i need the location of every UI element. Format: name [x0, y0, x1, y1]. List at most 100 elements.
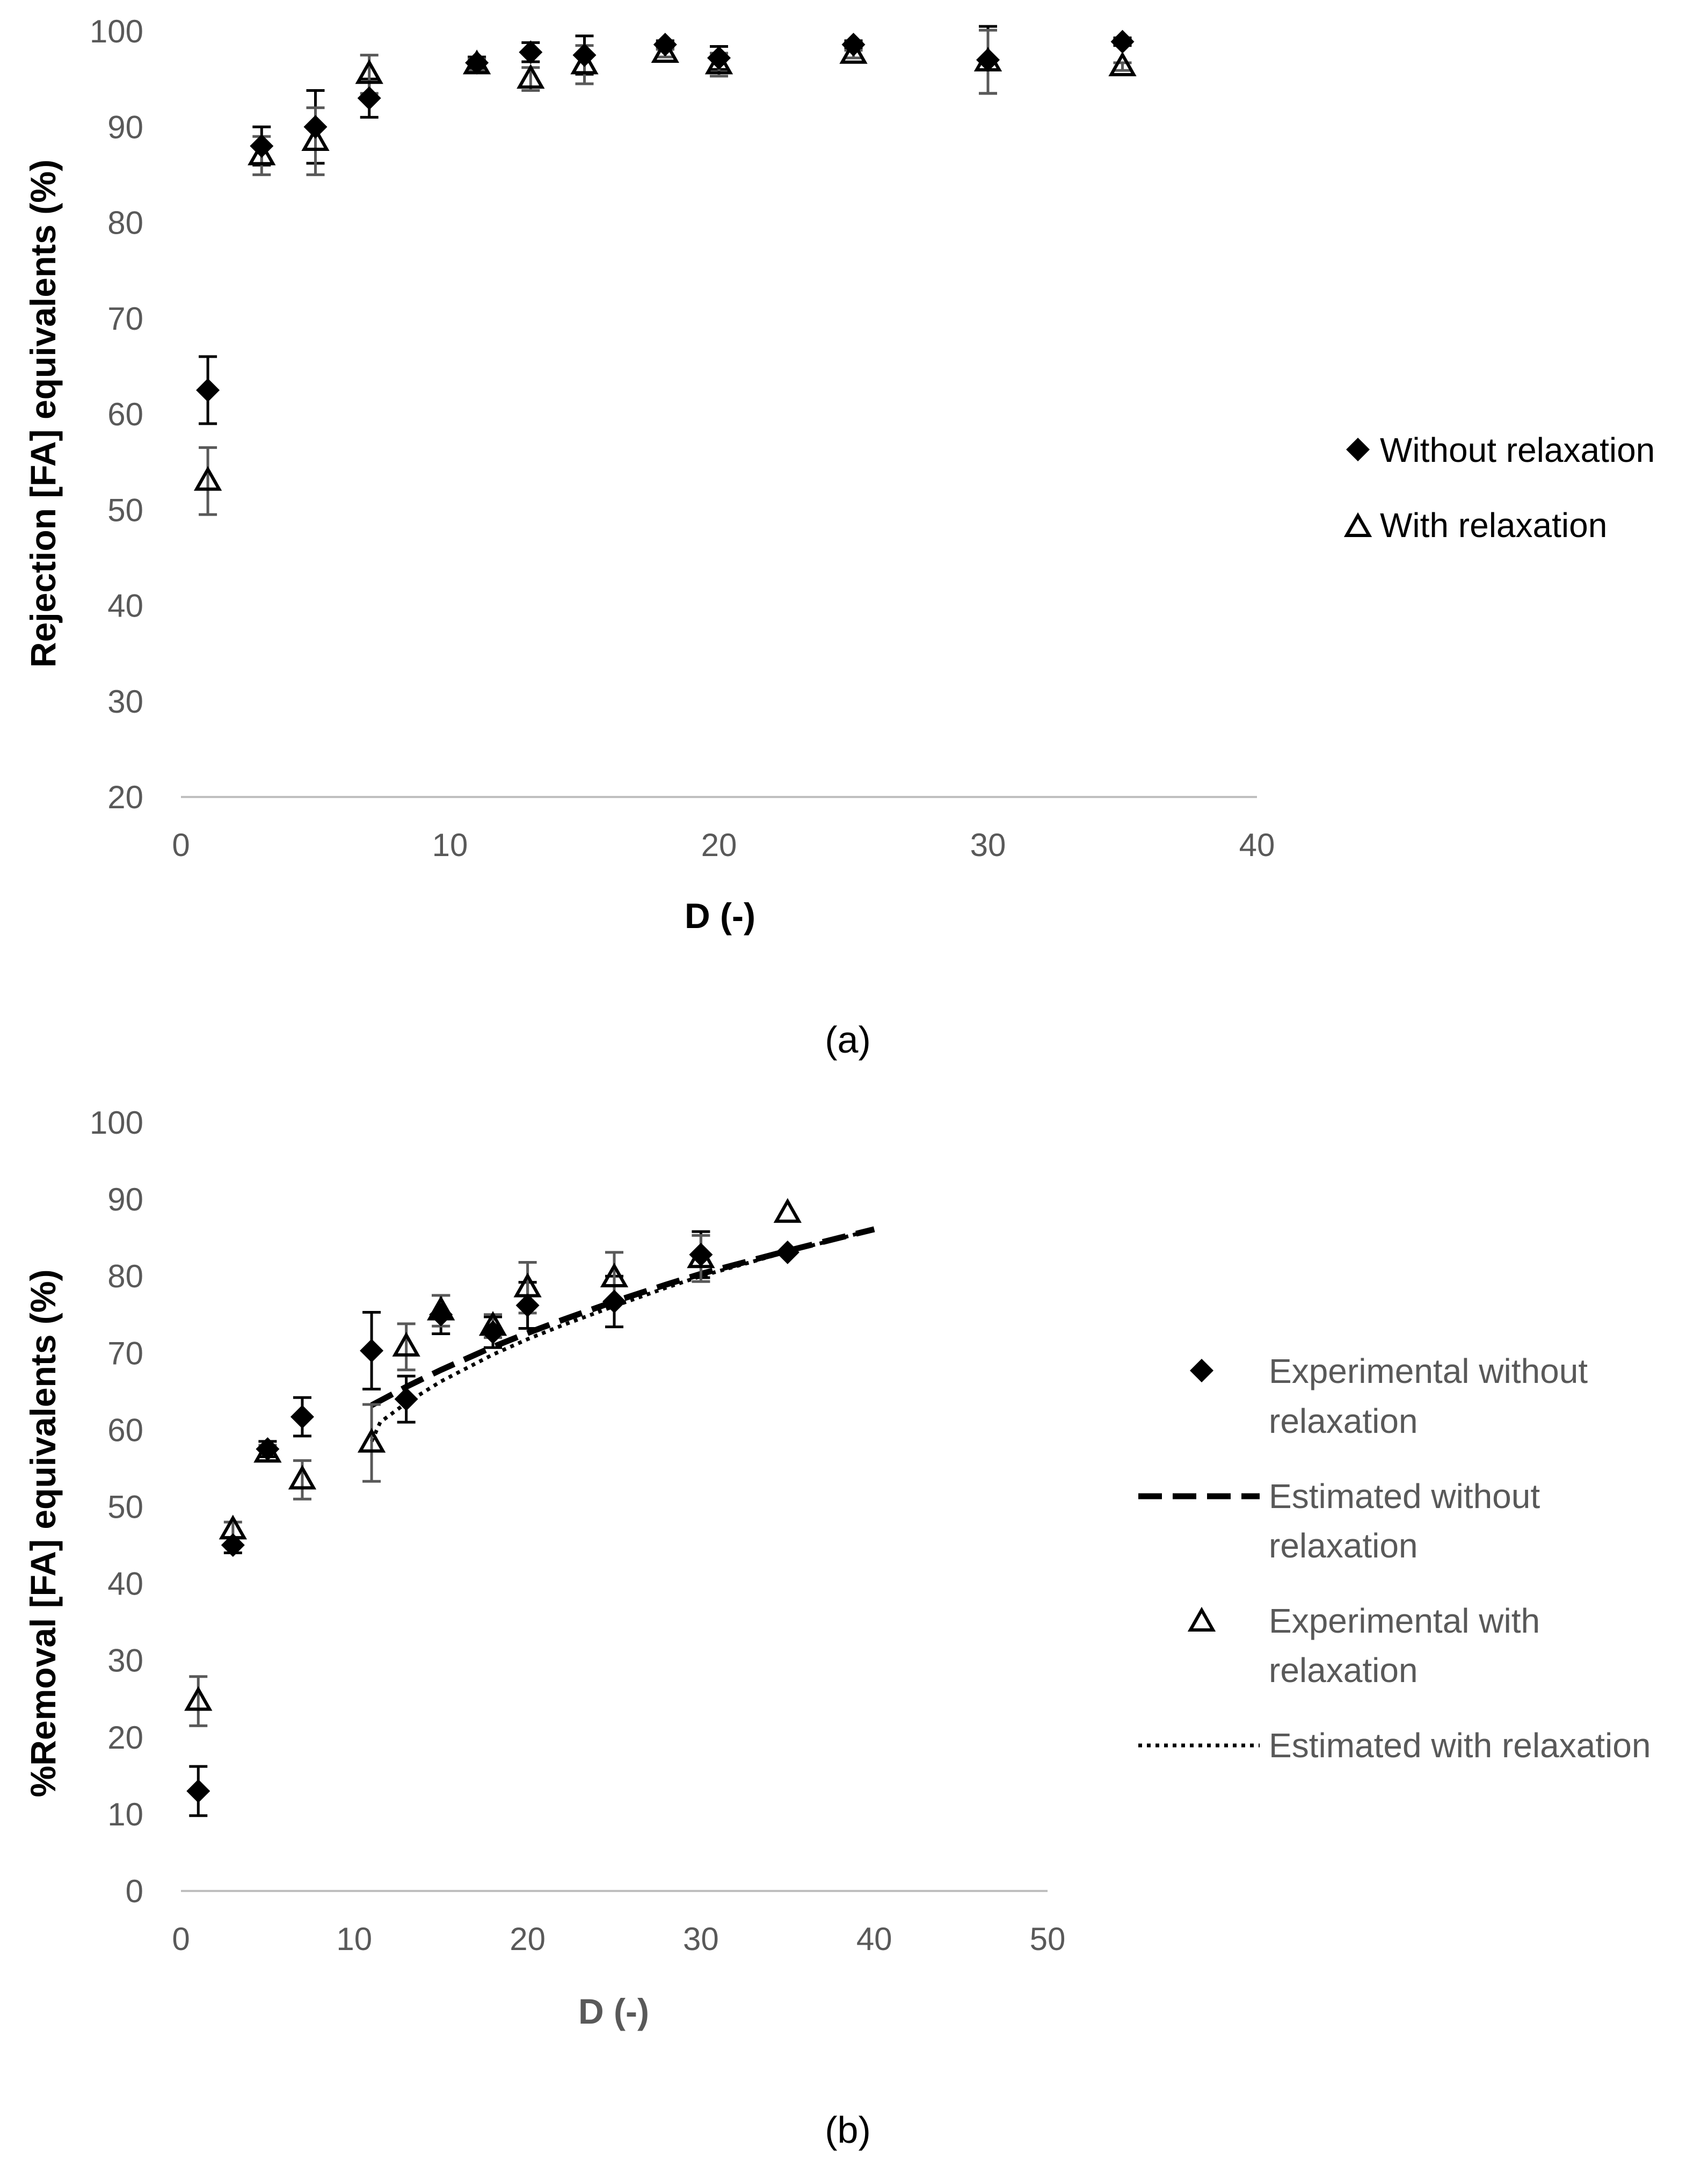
b-y-tick-label: 100 — [90, 1105, 143, 1141]
a-triangle-point — [1108, 51, 1137, 76]
b-triangle-point — [478, 1311, 507, 1336]
chart-b-x-axis-title: D (-) — [578, 1991, 649, 2031]
legend-b-experimental-without-line2: relaxation — [1269, 1402, 1418, 1440]
a-triangle-point — [517, 64, 545, 89]
chart-b-panel-label: (b) — [825, 2109, 871, 2151]
chart-a: 20 30 40 50 60 70 80 90 100 0 10 20 30 40 Rejection … — [23, 13, 1655, 1061]
a-diamond-point — [976, 48, 1000, 72]
b-triangle-point — [184, 1686, 213, 1711]
legend-b-experimental-with-line1: Experimental with — [1269, 1601, 1540, 1640]
b-error-bar — [397, 1322, 416, 1372]
a-error-bar — [199, 446, 217, 516]
chart-b-y-ticks: 0 10 20 30 40 50 60 70 80 90 100 — [90, 1105, 143, 1909]
a-diamond-point — [1110, 30, 1135, 54]
a-diamond-point — [357, 86, 381, 110]
b-diamond-point — [394, 1387, 418, 1411]
b-triangle-point — [427, 1295, 455, 1321]
a-triangle-point — [462, 49, 491, 75]
chart-a-y-ticks: 20 30 40 50 60 70 80 90 100 — [90, 13, 143, 815]
b-diamond-point — [256, 1437, 280, 1461]
b-y-tick-label: 50 — [107, 1489, 143, 1525]
b-x-tick-label: 0 — [172, 1921, 190, 1957]
b-triangle-point — [600, 1262, 629, 1288]
a-triangle-point — [248, 140, 276, 165]
a-y-tick-label: 40 — [107, 588, 143, 624]
b-x-tick-label: 10 — [336, 1921, 372, 1957]
b-diamond-point — [360, 1339, 384, 1363]
b-y-tick-label: 20 — [107, 1720, 143, 1756]
b-triangle-point — [219, 1514, 247, 1540]
chart-b-estimated-with-relaxation-line — [369, 1227, 875, 1443]
b-error-bar — [189, 1675, 208, 1727]
a-triangle-point — [651, 38, 679, 63]
legend-b-experimental-with-line2: relaxation — [1269, 1651, 1418, 1690]
b-x-tick-label: 20 — [510, 1921, 546, 1957]
b-triangle-point — [357, 1427, 386, 1453]
a-x-tick-label: 30 — [970, 827, 1006, 863]
b-y-tick-label: 40 — [107, 1566, 143, 1602]
b-triangle-point — [513, 1272, 542, 1298]
chart-b-legend: Experimental without relaxation Estimate… — [1138, 1352, 1651, 1765]
legend-b-estimated-without-line2: relaxation — [1269, 1526, 1418, 1565]
b-y-tick-label: 90 — [107, 1182, 143, 1218]
chart-b-x-ticks: 0 10 20 30 40 50 — [172, 1921, 1065, 1957]
a-y-tick-label: 50 — [107, 492, 143, 528]
a-diamond-point — [465, 50, 489, 75]
a-x-tick-label: 40 — [1239, 827, 1275, 863]
legend-b-estimated-with-line1: Estimated with relaxation — [1269, 1726, 1651, 1765]
chart-b-estimated-without-relaxation-line — [370, 1226, 875, 1408]
chart-a-x-axis-title: D (-) — [685, 896, 755, 936]
a-triangle-point — [570, 49, 599, 75]
b-triangle-point — [288, 1465, 317, 1490]
b-y-tick-label: 10 — [107, 1796, 143, 1832]
b-y-tick-label: 60 — [107, 1412, 143, 1448]
b-diamond-point — [689, 1243, 713, 1267]
b-diamond-point — [186, 1779, 210, 1803]
chart-a-y-axis-title: Rejection [FA] equivalents (%) — [23, 160, 63, 668]
legend-b-experimental-without-line1: Experimental without — [1269, 1352, 1588, 1390]
b-x-tick-label: 30 — [683, 1921, 719, 1957]
a-diamond-point — [196, 378, 220, 402]
a-y-tick-label: 30 — [107, 684, 143, 720]
a-y-tick-label: 80 — [107, 205, 143, 241]
legend-a-triangle-marker — [1343, 512, 1372, 537]
a-triangle-point — [301, 126, 330, 151]
chart-b-y-axis-title: %Removal [FA] equivalents (%) — [23, 1270, 63, 1798]
legend-b-estimated-without-line1: Estimated without — [1269, 1477, 1540, 1516]
chart-a-x-ticks: 0 10 20 30 40 — [172, 827, 1275, 863]
a-triangle-point — [973, 46, 1002, 72]
b-x-tick-label: 40 — [856, 1921, 892, 1957]
b-diamond-point — [515, 1293, 540, 1317]
legend-b-triangle-marker — [1187, 1606, 1216, 1632]
b-error-bar — [362, 1403, 381, 1483]
legend-a-with-relaxation-label: With relaxation — [1380, 506, 1607, 545]
legend-a-without-relaxation-label: Without relaxation — [1380, 431, 1655, 469]
legend-a-diamond-marker — [1346, 438, 1370, 461]
b-y-tick-label: 80 — [107, 1258, 143, 1294]
b-diamond-point — [775, 1240, 800, 1264]
b-triangle-point — [687, 1243, 715, 1269]
b-triangle-point — [392, 1331, 420, 1357]
b-x-tick-label: 50 — [1030, 1921, 1066, 1957]
a-triangle-point — [839, 39, 868, 64]
chart-a-panel-label: (a) — [825, 1019, 871, 1061]
a-y-tick-label: 100 — [90, 13, 143, 49]
b-y-tick-label: 0 — [126, 1873, 143, 1909]
chart-a-markers — [193, 30, 1137, 491]
chart-b: 0 10 20 30 40 50 60 70 80 90 100 0 10 20 30 40 50 %Remo… — [23, 1105, 1651, 2151]
a-triangle-point — [704, 49, 733, 75]
b-y-tick-label: 70 — [107, 1335, 143, 1371]
b-triangle-point — [773, 1198, 802, 1223]
a-triangle-point — [355, 59, 383, 84]
chart-a-error-bars — [199, 25, 1132, 516]
b-diamond-point — [290, 1405, 314, 1429]
legend-b-diamond-marker — [1190, 1359, 1213, 1382]
chart-a-legend: Without relaxation With relaxation — [1343, 431, 1655, 545]
b-triangle-point — [253, 1438, 282, 1463]
a-diamond-point — [519, 40, 543, 64]
a-y-tick-label: 20 — [107, 779, 143, 815]
a-x-tick-label: 0 — [172, 827, 190, 863]
b-diamond-point — [602, 1289, 626, 1314]
a-y-tick-label: 60 — [107, 396, 143, 432]
